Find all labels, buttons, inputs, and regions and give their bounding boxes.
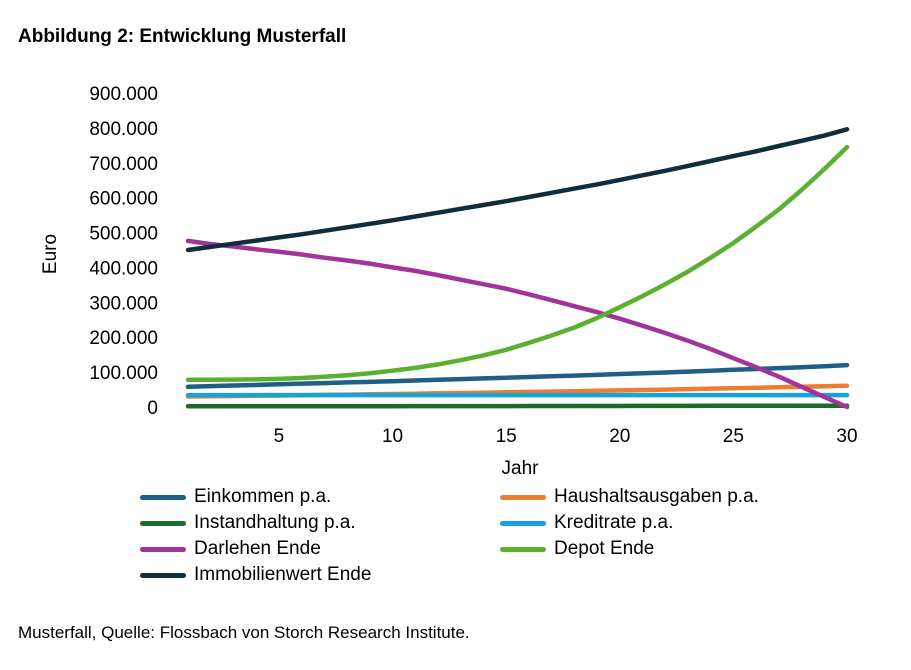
- figure-title: Abbildung 2: Entwicklung Musterfall: [18, 26, 347, 47]
- legend-swatch: [140, 572, 186, 578]
- legend-swatch: [500, 494, 546, 500]
- legend-item: Haushaltsausgaben p.a.: [500, 484, 759, 510]
- y-axis: 0 100.000 200.000 300.000 400.000 500.000 600.…: [89, 84, 158, 419]
- x-tick-label: 15: [496, 426, 517, 447]
- legend-label: Einkommen p.a.: [194, 486, 332, 507]
- legend-label: Depot Ende: [554, 538, 655, 559]
- legend-item: Kreditrate p.a.: [500, 510, 673, 536]
- legend-item: Immobilienwert Ende: [140, 562, 371, 588]
- y-tick-label: 600.000: [89, 189, 158, 210]
- series-line-instandhaltung-p-a: [185, 403, 850, 409]
- legend-label: Kreditrate p.a.: [554, 512, 674, 533]
- legend-swatch: [500, 520, 546, 526]
- legend-item: Einkommen p.a.: [140, 484, 331, 510]
- y-tick-label: 100.000: [89, 363, 158, 384]
- series-line-immobilienwert-ende: [185, 127, 850, 253]
- y-tick-label: 200.000: [89, 328, 158, 349]
- y-tick-label: 0: [147, 398, 158, 419]
- legend-item: Darlehen Ende: [140, 536, 321, 562]
- legend-label: Haushaltsausgaben p.a.: [554, 486, 759, 507]
- x-tick-label: 10: [382, 426, 403, 447]
- y-tick-label: 800.000: [89, 119, 158, 140]
- x-tick-label: 25: [723, 426, 744, 447]
- series-line-depot-ende: [185, 144, 850, 383]
- series-line-einkommen-p-a: [185, 362, 850, 390]
- legend-swatch: [140, 546, 186, 552]
- legend-label: Immobilienwert Ende: [194, 564, 372, 585]
- x-tick-label: 20: [609, 426, 630, 447]
- y-tick-label: 700.000: [89, 154, 158, 175]
- y-tick-label: 500.000: [89, 224, 158, 245]
- x-axis: 5 10 15 20 25 30: [188, 406, 858, 447]
- series-line-darlehen-ende: [185, 238, 850, 410]
- legend-label: Instandhaltung p.a.: [194, 512, 356, 533]
- legend-swatch: [500, 546, 546, 552]
- series-lines: [185, 127, 850, 410]
- legend-swatch: [140, 520, 186, 526]
- x-tick-label: 30: [836, 426, 857, 447]
- x-axis-label: Jahr: [502, 458, 540, 479]
- legend-item: Depot Ende: [500, 536, 654, 562]
- legend-item: Instandhaltung p.a.: [140, 510, 356, 536]
- y-tick-label: 300.000: [89, 293, 158, 314]
- legend-label: Darlehen Ende: [194, 538, 321, 559]
- y-tick-label: 900.000: [89, 84, 158, 105]
- y-tick-label: 400.000: [89, 258, 158, 279]
- y-axis-label: Euro: [40, 234, 61, 274]
- figure-caption: Musterfall, Quelle: Flossbach von Storch…: [18, 623, 470, 642]
- legend-swatch: [140, 494, 186, 500]
- x-tick-label: 5: [274, 426, 285, 447]
